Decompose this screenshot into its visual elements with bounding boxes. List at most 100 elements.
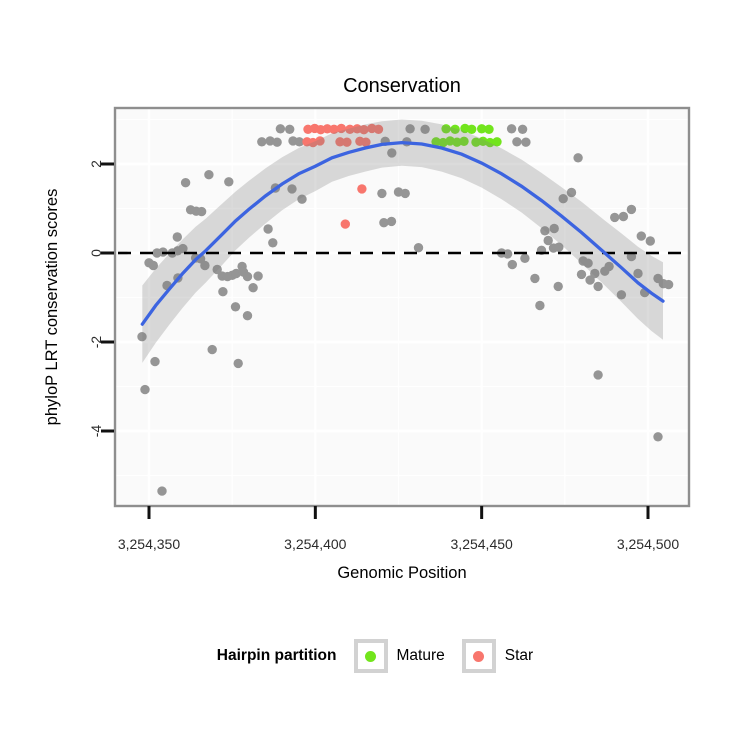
data-point (178, 243, 188, 254)
data-point (583, 258, 593, 268)
y-tick-label: -4 (88, 425, 104, 438)
data-point (520, 253, 530, 263)
data-point (275, 124, 286, 134)
data-point (387, 148, 397, 158)
data-point (459, 136, 469, 146)
data-point (253, 271, 263, 281)
legend-key-star (461, 639, 496, 673)
x-axis-title: Genomic Position (337, 564, 466, 582)
data-point (342, 137, 352, 147)
data-point (535, 300, 545, 311)
data-point (345, 124, 355, 134)
data-point (335, 137, 345, 147)
data-point (322, 124, 332, 134)
y-tick-label: -2 (88, 336, 104, 349)
data-point (585, 275, 595, 285)
data-point (405, 124, 415, 134)
data-point (477, 124, 487, 134)
data-point (506, 124, 517, 134)
x-tick-label: 3,254,500 (617, 536, 679, 552)
data-point (233, 358, 243, 369)
data-point (315, 136, 325, 146)
data-point (336, 123, 346, 134)
data-point (340, 219, 350, 229)
data-point (294, 137, 305, 147)
data-point (543, 235, 553, 246)
plot-panel (116, 109, 688, 505)
x-tick-label: 3,254,400 (284, 536, 346, 552)
x-tick-label: 3,254,450 (451, 536, 513, 552)
data-point (359, 125, 369, 135)
x-tick-label: 3,254,350 (118, 536, 180, 552)
data-point (157, 486, 167, 496)
data-point (224, 177, 234, 187)
data-point (653, 432, 663, 442)
data-point (616, 290, 627, 300)
data-point (566, 187, 577, 198)
data-point (172, 232, 182, 242)
data-point (413, 243, 424, 253)
data-point (379, 218, 389, 228)
data-point (242, 271, 253, 282)
confidence-band (142, 119, 664, 363)
data-point (554, 242, 564, 252)
data-point (200, 260, 210, 271)
legend-item-star: Star (461, 639, 533, 673)
data-point (492, 137, 502, 147)
data-point (218, 287, 228, 297)
data-point (207, 344, 217, 355)
data-point (610, 212, 620, 223)
legend-item-mature: Mature (353, 639, 445, 673)
data-point (137, 332, 147, 342)
data-point (633, 268, 643, 279)
data-point (268, 238, 278, 248)
data-point (558, 194, 568, 204)
data-point (180, 178, 191, 188)
data-point (248, 283, 258, 293)
y-axis-title: phyloP LRT conservation scores (43, 189, 61, 426)
y-tick-label: 0 (88, 249, 104, 257)
data-point (196, 206, 207, 217)
smooth-line (140, 140, 665, 326)
data-point (626, 204, 637, 215)
points-mature (431, 123, 502, 148)
data-point (150, 356, 160, 367)
data-point (530, 273, 540, 284)
data-point (148, 260, 158, 271)
data-point (450, 124, 460, 134)
data-point (242, 311, 253, 321)
data-point (517, 124, 528, 134)
data-point (590, 268, 600, 279)
y-tick-label: 2 (88, 160, 104, 168)
data-point (285, 124, 295, 134)
data-point (212, 264, 222, 275)
data-point (204, 170, 214, 180)
data-point (576, 269, 587, 280)
data-point (441, 124, 451, 134)
mature-dot-icon (365, 650, 376, 662)
plot-title: Conservation (343, 75, 461, 97)
data-point (263, 224, 273, 234)
star-dot-icon (473, 650, 485, 662)
data-point (361, 137, 371, 147)
data-point (377, 188, 387, 199)
data-point (431, 137, 441, 147)
data-point (357, 184, 367, 194)
data-point (287, 184, 297, 194)
data-point (373, 124, 384, 134)
data-point (553, 281, 563, 292)
data-point (502, 249, 513, 259)
data-point (593, 370, 603, 380)
data-point (471, 137, 481, 147)
data-point (645, 236, 655, 246)
data-point (636, 231, 646, 241)
legend-label-mature: Mature (396, 647, 445, 664)
data-point (604, 261, 614, 272)
data-point (420, 124, 430, 134)
panel-border (113, 106, 691, 508)
legend-title: Hairpin partition (216, 647, 337, 664)
data-point (452, 137, 462, 147)
points-other (137, 124, 674, 496)
data-point (521, 137, 531, 147)
